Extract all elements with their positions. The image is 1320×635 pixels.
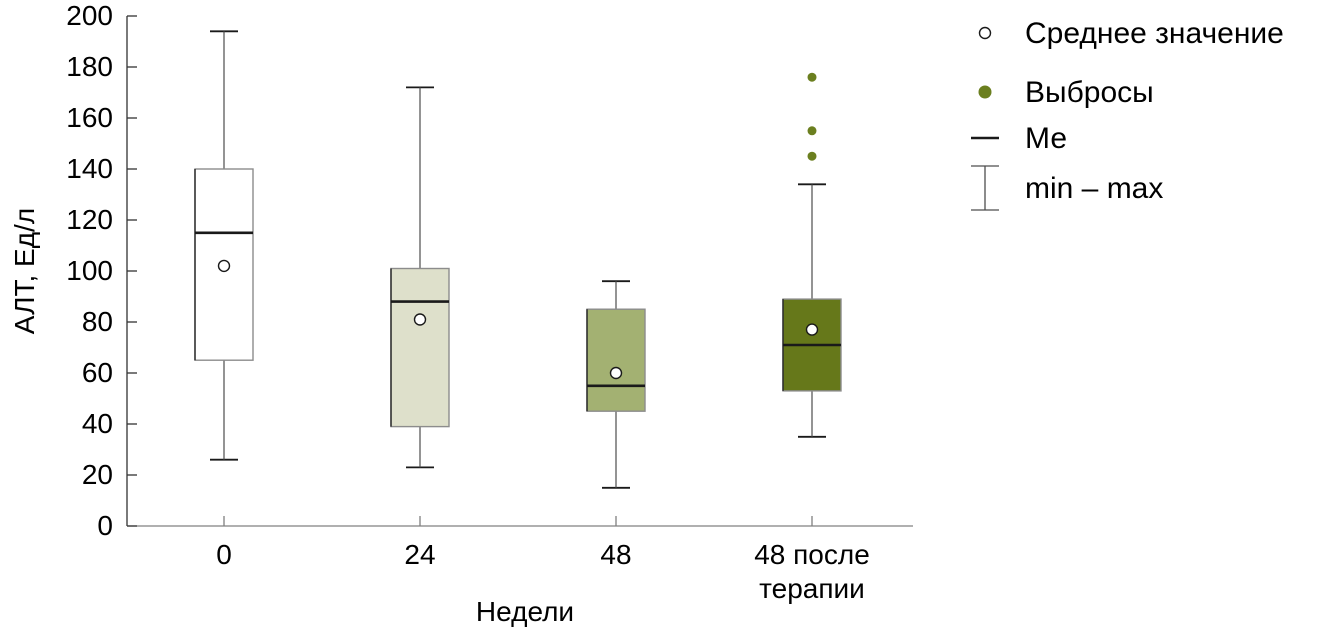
- svg-text:min – max: min – max: [1025, 172, 1163, 205]
- svg-text:180: 180: [66, 51, 113, 82]
- svg-text:160: 160: [66, 102, 113, 133]
- svg-text:48 после: 48 после: [754, 539, 870, 570]
- svg-text:200: 200: [66, 0, 113, 31]
- svg-text:100: 100: [66, 255, 113, 286]
- svg-text:140: 140: [66, 153, 113, 184]
- svg-text:терапии: терапии: [759, 573, 865, 604]
- svg-text:24: 24: [404, 539, 435, 570]
- svg-text:Среднее значение: Среднее значение: [1025, 17, 1284, 50]
- svg-text:80: 80: [82, 306, 113, 337]
- svg-text:40: 40: [82, 408, 113, 439]
- svg-text:20: 20: [82, 459, 113, 490]
- svg-text:0: 0: [97, 510, 113, 541]
- svg-text:Выбросы: Выбросы: [1025, 76, 1154, 109]
- svg-text:48: 48: [600, 539, 631, 570]
- svg-text:Ме: Ме: [1025, 122, 1067, 155]
- svg-text:120: 120: [66, 204, 113, 235]
- svg-text:60: 60: [82, 357, 113, 388]
- svg-text:0: 0: [216, 539, 232, 570]
